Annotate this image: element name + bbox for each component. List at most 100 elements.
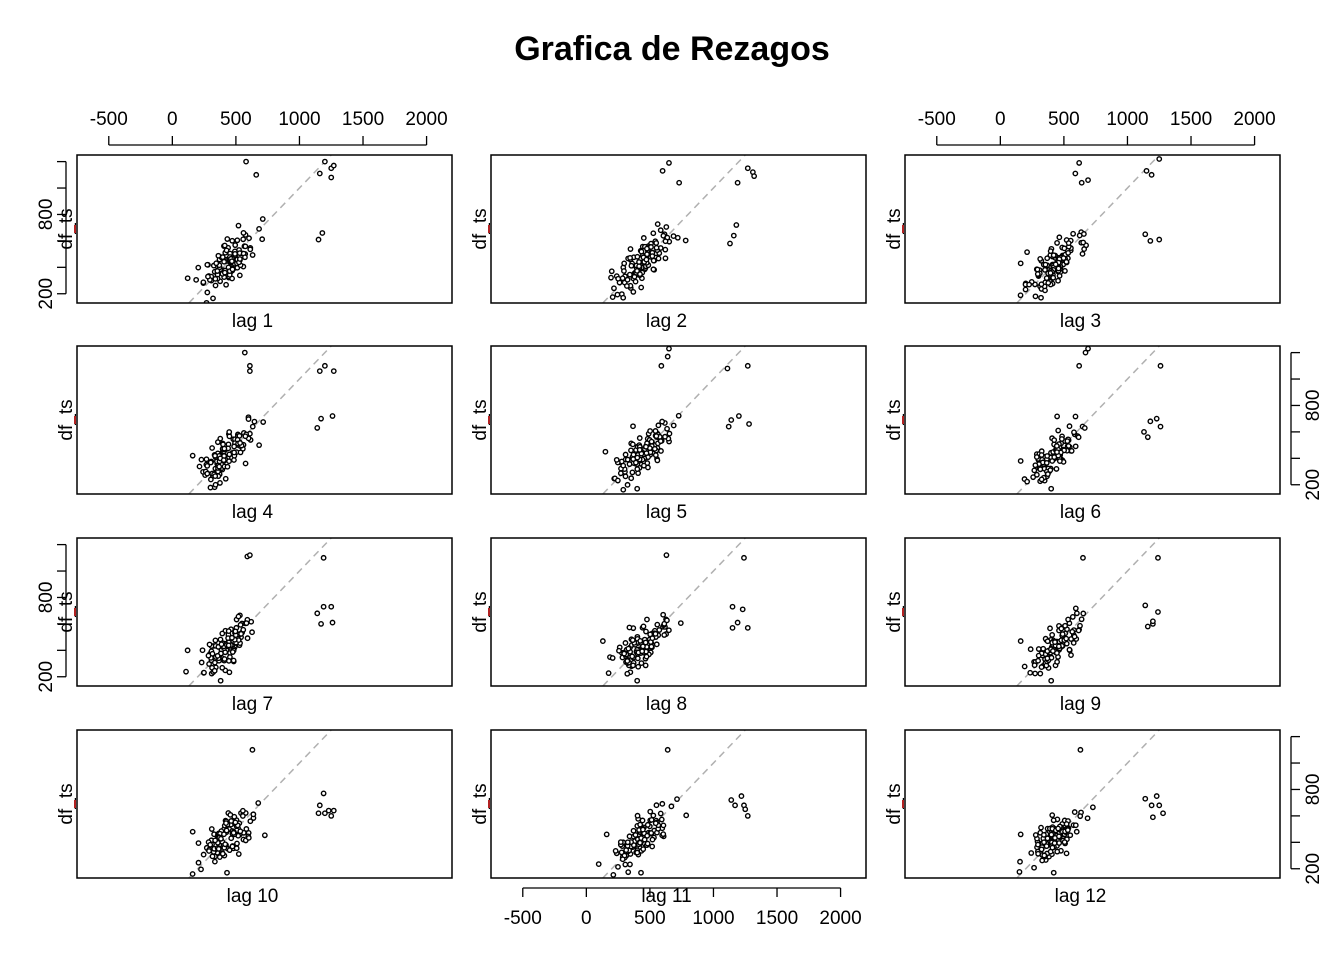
data-point xyxy=(621,268,627,274)
data-point xyxy=(651,445,658,452)
data-point xyxy=(1050,817,1057,824)
label-marker xyxy=(902,608,904,616)
data-point xyxy=(632,832,639,838)
data-point xyxy=(1050,252,1057,259)
data-point xyxy=(226,458,232,465)
data-point xyxy=(1072,605,1079,612)
data-point xyxy=(622,451,629,458)
data-point xyxy=(206,641,213,648)
data-point xyxy=(1077,746,1084,753)
data-point xyxy=(223,827,230,834)
data-point xyxy=(237,621,244,628)
data-point xyxy=(255,800,262,806)
data-point xyxy=(1047,625,1053,632)
data-point xyxy=(630,423,636,430)
panel-frame xyxy=(76,729,453,879)
data-point xyxy=(235,222,242,229)
data-point xyxy=(1070,639,1077,646)
data-point xyxy=(245,416,252,422)
data-point xyxy=(245,834,252,841)
x-tick-label: 1500 xyxy=(1170,109,1212,130)
data-point xyxy=(665,627,672,634)
lag-panel: lag 12 df_ts 200 800 xyxy=(884,729,1324,907)
data-point xyxy=(640,623,647,630)
data-point xyxy=(611,285,617,292)
data-point xyxy=(630,662,636,669)
data-point xyxy=(240,236,247,243)
data-point xyxy=(1062,622,1069,629)
data-point xyxy=(746,421,752,427)
data-point xyxy=(213,260,220,267)
data-point xyxy=(666,160,672,166)
data-point xyxy=(608,274,614,281)
data-point xyxy=(1048,677,1055,684)
label-marker xyxy=(488,225,490,233)
data-point xyxy=(620,486,627,493)
data-point xyxy=(662,433,668,440)
data-point xyxy=(1055,427,1062,434)
x-tick-label: 0 xyxy=(167,109,178,130)
data-point xyxy=(241,349,248,356)
data-point xyxy=(1016,869,1023,875)
data-point xyxy=(243,620,250,627)
data-point xyxy=(1075,627,1082,634)
data-point xyxy=(320,603,327,610)
data-point xyxy=(1071,633,1078,640)
data-point xyxy=(1032,462,1039,469)
points-group xyxy=(608,160,758,301)
data-point xyxy=(1059,631,1066,637)
data-point xyxy=(229,634,235,641)
data-point xyxy=(1068,448,1075,454)
data-point xyxy=(1045,279,1052,286)
data-point xyxy=(210,295,216,302)
data-point xyxy=(249,252,256,258)
data-point xyxy=(634,677,641,684)
data-point xyxy=(215,252,222,259)
data-point xyxy=(626,271,633,278)
data-point xyxy=(1080,554,1086,561)
data-point xyxy=(648,816,655,823)
data-point xyxy=(624,658,631,664)
data-point xyxy=(1069,614,1076,620)
data-point xyxy=(208,826,215,832)
data-point xyxy=(624,839,631,846)
y-axis-label: df_ts xyxy=(56,399,77,440)
panel-frame xyxy=(76,154,453,304)
data-point xyxy=(209,853,216,860)
data-point xyxy=(634,655,641,662)
data-point xyxy=(1040,645,1047,652)
data-point xyxy=(243,158,249,165)
data-point xyxy=(624,481,631,488)
lag-panel: lag 10 df_ts xyxy=(56,729,453,907)
data-point xyxy=(620,462,627,469)
data-point xyxy=(330,807,337,814)
y-axis-label: df_ts xyxy=(884,208,905,249)
data-point xyxy=(1037,256,1044,262)
data-point xyxy=(1041,852,1048,859)
data-point xyxy=(1072,822,1079,829)
data-point xyxy=(1143,167,1150,174)
data-point xyxy=(637,821,644,828)
data-point xyxy=(193,276,200,283)
data-point xyxy=(649,836,656,843)
data-point xyxy=(637,638,644,644)
data-point xyxy=(653,240,660,246)
data-point xyxy=(1056,833,1062,840)
data-point xyxy=(644,832,651,839)
data-point xyxy=(1050,648,1056,654)
data-point xyxy=(184,647,191,654)
data-point xyxy=(229,649,236,655)
data-point xyxy=(1155,609,1161,615)
data-point xyxy=(220,457,227,464)
data-point xyxy=(650,266,657,273)
data-point xyxy=(1056,458,1063,465)
data-point xyxy=(242,433,249,440)
x-tick-label: 500 xyxy=(1048,109,1080,130)
data-point xyxy=(602,448,609,455)
data-point xyxy=(639,826,646,833)
data-point xyxy=(741,554,747,561)
data-point xyxy=(1063,821,1070,827)
data-point xyxy=(644,616,650,623)
y-axis-label: df_ts xyxy=(470,591,491,632)
